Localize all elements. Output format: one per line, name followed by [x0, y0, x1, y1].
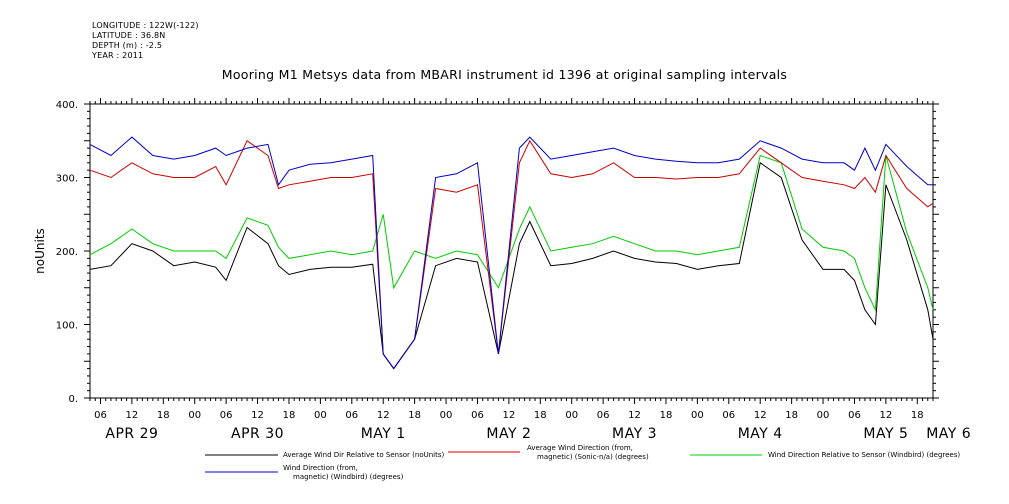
- x-tick-label: 00: [440, 410, 453, 421]
- day-label: MAY 6: [926, 426, 971, 442]
- legend-label: Average Wind Direction (from, magnetic) (…: [527, 444, 649, 461]
- series-line: [89, 161, 934, 370]
- series-line: [89, 136, 933, 370]
- legend-label-line: Wind Direction (from,: [283, 464, 358, 472]
- x-tick-label: 18: [408, 410, 421, 421]
- x-tick-label: 00: [691, 410, 704, 421]
- x-tick-label: 12: [880, 410, 893, 421]
- day-label: APR 29: [105, 426, 158, 442]
- day-label: MAY 5: [863, 426, 908, 442]
- x-tick-label: 00: [314, 410, 327, 421]
- x-tick-label: 00: [817, 410, 830, 421]
- legend-label: Wind Direction Relative to Sensor (Windb…: [768, 451, 960, 459]
- x-tick-label: 06: [848, 410, 861, 421]
- x-tick-label: 12: [377, 410, 390, 421]
- series-line: [89, 154, 934, 312]
- day-label: APR 30: [231, 426, 284, 442]
- legend-label: Wind Direction (from, magnetic) (Windbird…: [283, 464, 404, 481]
- y-axis-label: noUnits: [33, 228, 47, 274]
- legend-label-line: magnetic) (Sonic-n/a) (degrees): [537, 453, 649, 461]
- x-tick-label: 06: [471, 410, 484, 421]
- y-tick-label: 100.: [56, 321, 78, 332]
- x-tick-label: 18: [911, 410, 924, 421]
- x-tick-label: 12: [126, 410, 139, 421]
- x-tick-label: 06: [94, 410, 107, 421]
- y-tick-label: 300.: [56, 174, 78, 185]
- legend-label: Average Wind Dir Relative to Sensor (noU…: [283, 451, 444, 459]
- y-tick-label: 200.: [56, 247, 78, 258]
- x-tick-label: 12: [251, 410, 264, 421]
- x-tick-label: 12: [754, 410, 767, 421]
- x-tick-label: 06: [597, 410, 610, 421]
- x-tick-label: 12: [628, 410, 641, 421]
- x-tick-label: 06: [220, 410, 233, 421]
- metadata-block: LONGITUDE : 122W(-122) LATITUDE : 36.8N …: [92, 21, 199, 61]
- legend-label-line: Average Wind Direction (from,: [527, 444, 633, 452]
- day-label: MAY 1: [361, 426, 406, 442]
- latitude-text: LATITUDE : 36.8N: [92, 31, 166, 40]
- x-tick-label: 18: [157, 410, 170, 421]
- legend-label-line: Average Wind Dir Relative to Sensor (noU…: [283, 451, 444, 459]
- longitude-text: LONGITUDE : 122W(-122): [92, 21, 199, 30]
- x-tick-label: 18: [283, 410, 296, 421]
- x-tick-label: 00: [565, 410, 578, 421]
- x-tick-label: 00: [188, 410, 201, 421]
- y-tick-label: 400.: [56, 100, 78, 111]
- x-tick-label: 18: [660, 410, 673, 421]
- chart-title: Mooring M1 Metsys data from MBARI instru…: [221, 67, 788, 82]
- x-tick-label: 06: [345, 410, 358, 421]
- x-tick-label: 12: [503, 410, 516, 421]
- day-label: MAY 2: [486, 426, 531, 442]
- legend-label-line: Wind Direction Relative to Sensor (Windb…: [768, 451, 960, 459]
- x-tick-label: 06: [722, 410, 735, 421]
- year-text: YEAR : 2011: [92, 51, 144, 60]
- x-tick-label: 18: [534, 410, 547, 421]
- day-label: MAY 3: [612, 426, 657, 442]
- legend-label-line: magnetic) (Windbird) (degrees): [293, 473, 404, 481]
- day-label: MAY 4: [738, 426, 783, 442]
- y-tick-label: 0.: [68, 394, 78, 405]
- depth-text: DEPTH (m) : -2.5: [92, 41, 163, 50]
- series-line: [89, 139, 934, 370]
- x-tick-label: 18: [785, 410, 798, 421]
